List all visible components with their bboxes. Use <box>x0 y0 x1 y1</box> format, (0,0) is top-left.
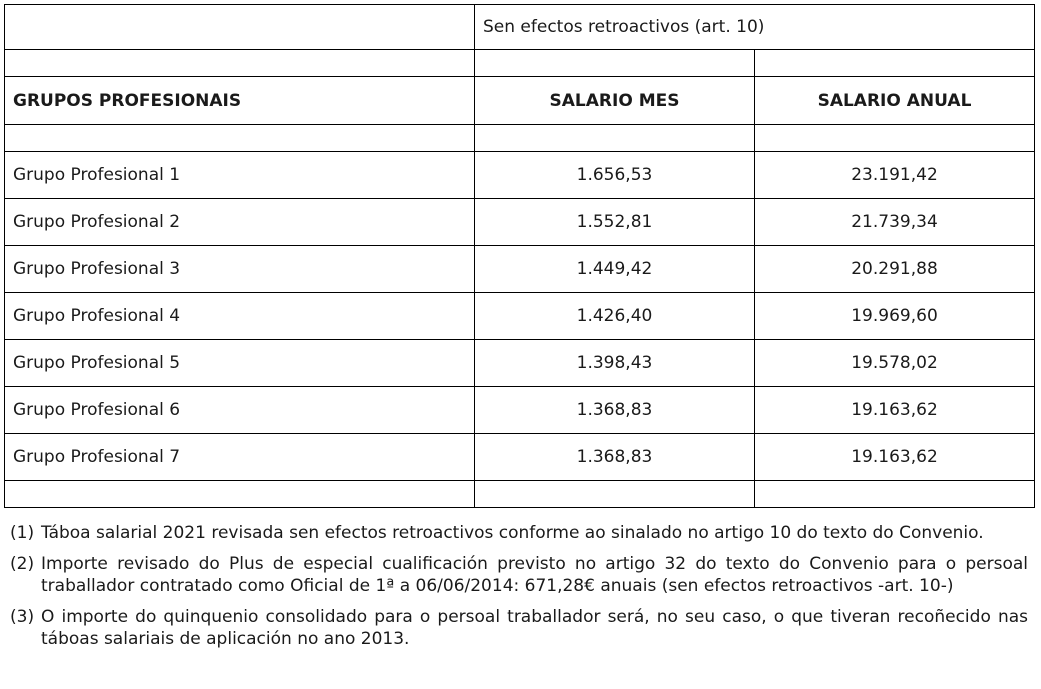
table-row: Grupo Profesional 3 1.449,42 20.291,88 <box>4 245 1035 293</box>
annual-cell: 19.969,60 <box>754 292 1035 340</box>
footnote-text: Importe revisado do Plus de especial cua… <box>41 554 1028 596</box>
group-cell: Grupo Profesional 3 <box>4 245 475 293</box>
footnote-text: Táboa salarial 2021 revisada sen efectos… <box>41 523 984 543</box>
table-row: Grupo Profesional 1 1.656,53 23.191,42 <box>4 151 1035 199</box>
table-row: Grupo Profesional 4 1.426,40 19.969,60 <box>4 292 1035 340</box>
footnote-number: (3) <box>10 607 35 627</box>
annual-cell: 19.163,62 <box>754 386 1035 434</box>
annual-cell: 19.163,62 <box>754 433 1035 481</box>
footnote: (3) O importe do quinquenio consolidado … <box>10 606 1028 650</box>
monthly-cell: 1.449,42 <box>474 245 755 293</box>
table-row: Grupo Profesional 2 1.552,81 21.739,34 <box>4 198 1035 246</box>
footnote-number: (1) <box>10 523 35 543</box>
annual-cell: 23.191,42 <box>754 151 1035 199</box>
annual-cell: 20.291,88 <box>754 245 1035 293</box>
empty-cell <box>4 4 475 50</box>
monthly-cell: 1.368,83 <box>474 433 755 481</box>
table-row: Grupo Profesional 5 1.398,43 19.578,02 <box>4 339 1035 387</box>
monthly-cell: 1.368,83 <box>474 386 755 434</box>
monthly-cell: 1.398,43 <box>474 339 755 387</box>
group-cell: Grupo Profesional 1 <box>4 151 475 199</box>
group-cell: Grupo Profesional 6 <box>4 386 475 434</box>
group-cell: Grupo Profesional 2 <box>4 198 475 246</box>
monthly-cell: 1.656,53 <box>474 151 755 199</box>
retroactive-label: Sen efectos retroactivos (art. 10) <box>474 4 1035 50</box>
spacer-row <box>4 480 1035 508</box>
footnotes: (1) Táboa salarial 2021 revisada sen efe… <box>10 522 1028 659</box>
annual-cell: 19.578,02 <box>754 339 1035 387</box>
footnote: (1) Táboa salarial 2021 revisada sen efe… <box>10 522 1028 544</box>
footnote-text: O importe do quinquenio consolidado para… <box>41 607 1028 649</box>
group-cell: Grupo Profesional 4 <box>4 292 475 340</box>
table-header-row: GRUPOS PROFESIONAIS SALARIO MES SALARIO … <box>4 76 1035 125</box>
header-group: GRUPOS PROFESIONAIS <box>4 76 475 125</box>
spacer-row <box>4 49 1035 77</box>
table-row: Grupo Profesional 6 1.368,83 19.163,62 <box>4 386 1035 434</box>
footnote: (2) Importe revisado do Plus de especial… <box>10 553 1028 597</box>
group-cell: Grupo Profesional 5 <box>4 339 475 387</box>
salary-table: Sen efectos retroactivos (art. 10) GRUPO… <box>4 4 1035 508</box>
annual-cell: 21.739,34 <box>754 198 1035 246</box>
spacer-row <box>4 124 1035 152</box>
group-cell: Grupo Profesional 7 <box>4 433 475 481</box>
header-monthly: SALARIO MES <box>474 76 755 125</box>
table-row: Grupo Profesional 7 1.368,83 19.163,62 <box>4 433 1035 481</box>
header-annual: SALARIO ANUAL <box>754 76 1035 125</box>
monthly-cell: 1.426,40 <box>474 292 755 340</box>
monthly-cell: 1.552,81 <box>474 198 755 246</box>
footnote-number: (2) <box>10 554 35 574</box>
table-top-row: Sen efectos retroactivos (art. 10) <box>4 4 1035 50</box>
